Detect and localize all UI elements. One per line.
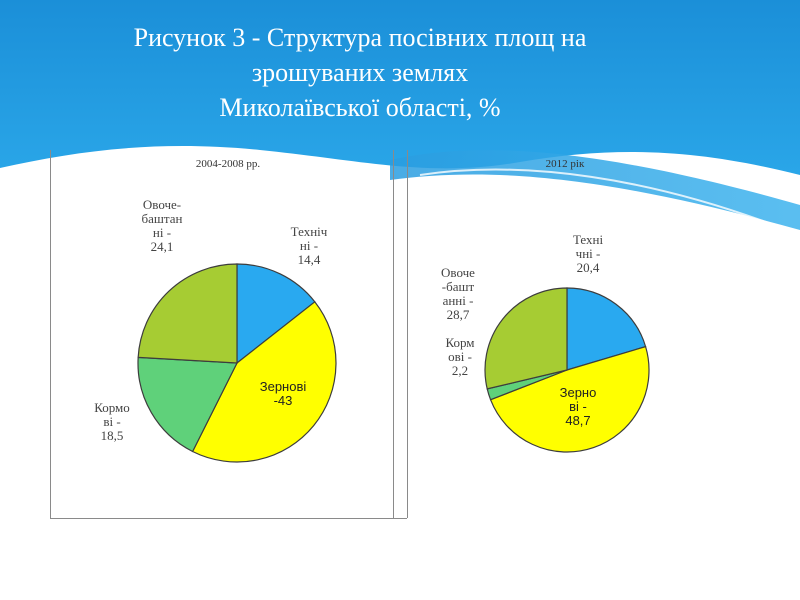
slice-label-line: 18,5: [101, 428, 124, 443]
slice-label-line: Корм: [445, 335, 474, 350]
slice-label-line: ві -: [569, 399, 587, 414]
slice-label-line: -башт: [442, 279, 475, 294]
slice-label: Овоче -башт анні -28,7: [441, 265, 475, 322]
chart-frame-left: [50, 150, 51, 518]
slice-label: Зерно ві -48,7: [560, 385, 597, 428]
slice-label-line: 28,7: [447, 307, 470, 322]
slide-title: Рисунок 3 - Структура посівних площ на з…: [40, 20, 680, 125]
slice-label-line: чні -: [576, 246, 601, 261]
slice-label-line: 14,4: [298, 252, 321, 267]
slice-label-line: Зерно: [560, 385, 597, 400]
slice-label-line: ові -: [448, 349, 472, 364]
slice-label: Корм ові -2,2: [445, 335, 474, 378]
chart-frame-divider-1: [393, 150, 394, 518]
slice-label-line: Овоче-: [143, 197, 181, 212]
slice-label-line: 20,4: [577, 260, 600, 275]
chart-frame-divider-2: [407, 150, 408, 518]
slice-label-line: Техні: [573, 232, 604, 247]
slice-label-line: баштан: [142, 211, 183, 226]
slice-label: Зернові -43: [260, 379, 307, 408]
chart-frame-bottom: [50, 518, 407, 519]
slice-label: Техні чні -20,4: [573, 232, 604, 275]
pie-slice: [137, 263, 238, 364]
pie-slice: [489, 345, 650, 453]
title-line-3: Миколаївської області, %: [219, 93, 501, 122]
pie-slice: [191, 300, 337, 463]
slice-label-line: ні -: [153, 225, 171, 240]
slice-label-line: анні -: [443, 293, 474, 308]
slice-label-line: ні -: [300, 238, 318, 253]
slice-label: Кормо ві -18,5: [94, 400, 130, 443]
slice-label-line: Овоче: [441, 265, 475, 280]
pie-slice: [236, 263, 316, 365]
title-line-2: зрошуваних землях: [251, 58, 469, 87]
slice-label: Овоче-баштан ні -24,1: [142, 197, 183, 254]
pie-slice: [566, 287, 647, 371]
slice-label-line: Кормо: [94, 400, 130, 415]
slice-label-line: 24,1: [151, 239, 174, 254]
slice-label-line: Техніч: [291, 224, 328, 239]
pie-slice: [484, 287, 568, 390]
slice-label-line: -43: [274, 393, 293, 408]
slice-label-line: Зернові: [260, 379, 307, 394]
slice-label: Техніч ні -14,4: [291, 224, 328, 267]
pie-slice: [137, 356, 238, 453]
chart-title: 2004-2008 рр.: [196, 158, 260, 170]
chart-title: 2012 рік: [546, 158, 585, 170]
slice-label-line: ві -: [103, 414, 120, 429]
slice-label-line: 2,2: [452, 363, 468, 378]
slice-label-line: 48,7: [565, 413, 590, 428]
title-line-1: Рисунок 3 - Структура посівних площ на: [133, 23, 587, 52]
